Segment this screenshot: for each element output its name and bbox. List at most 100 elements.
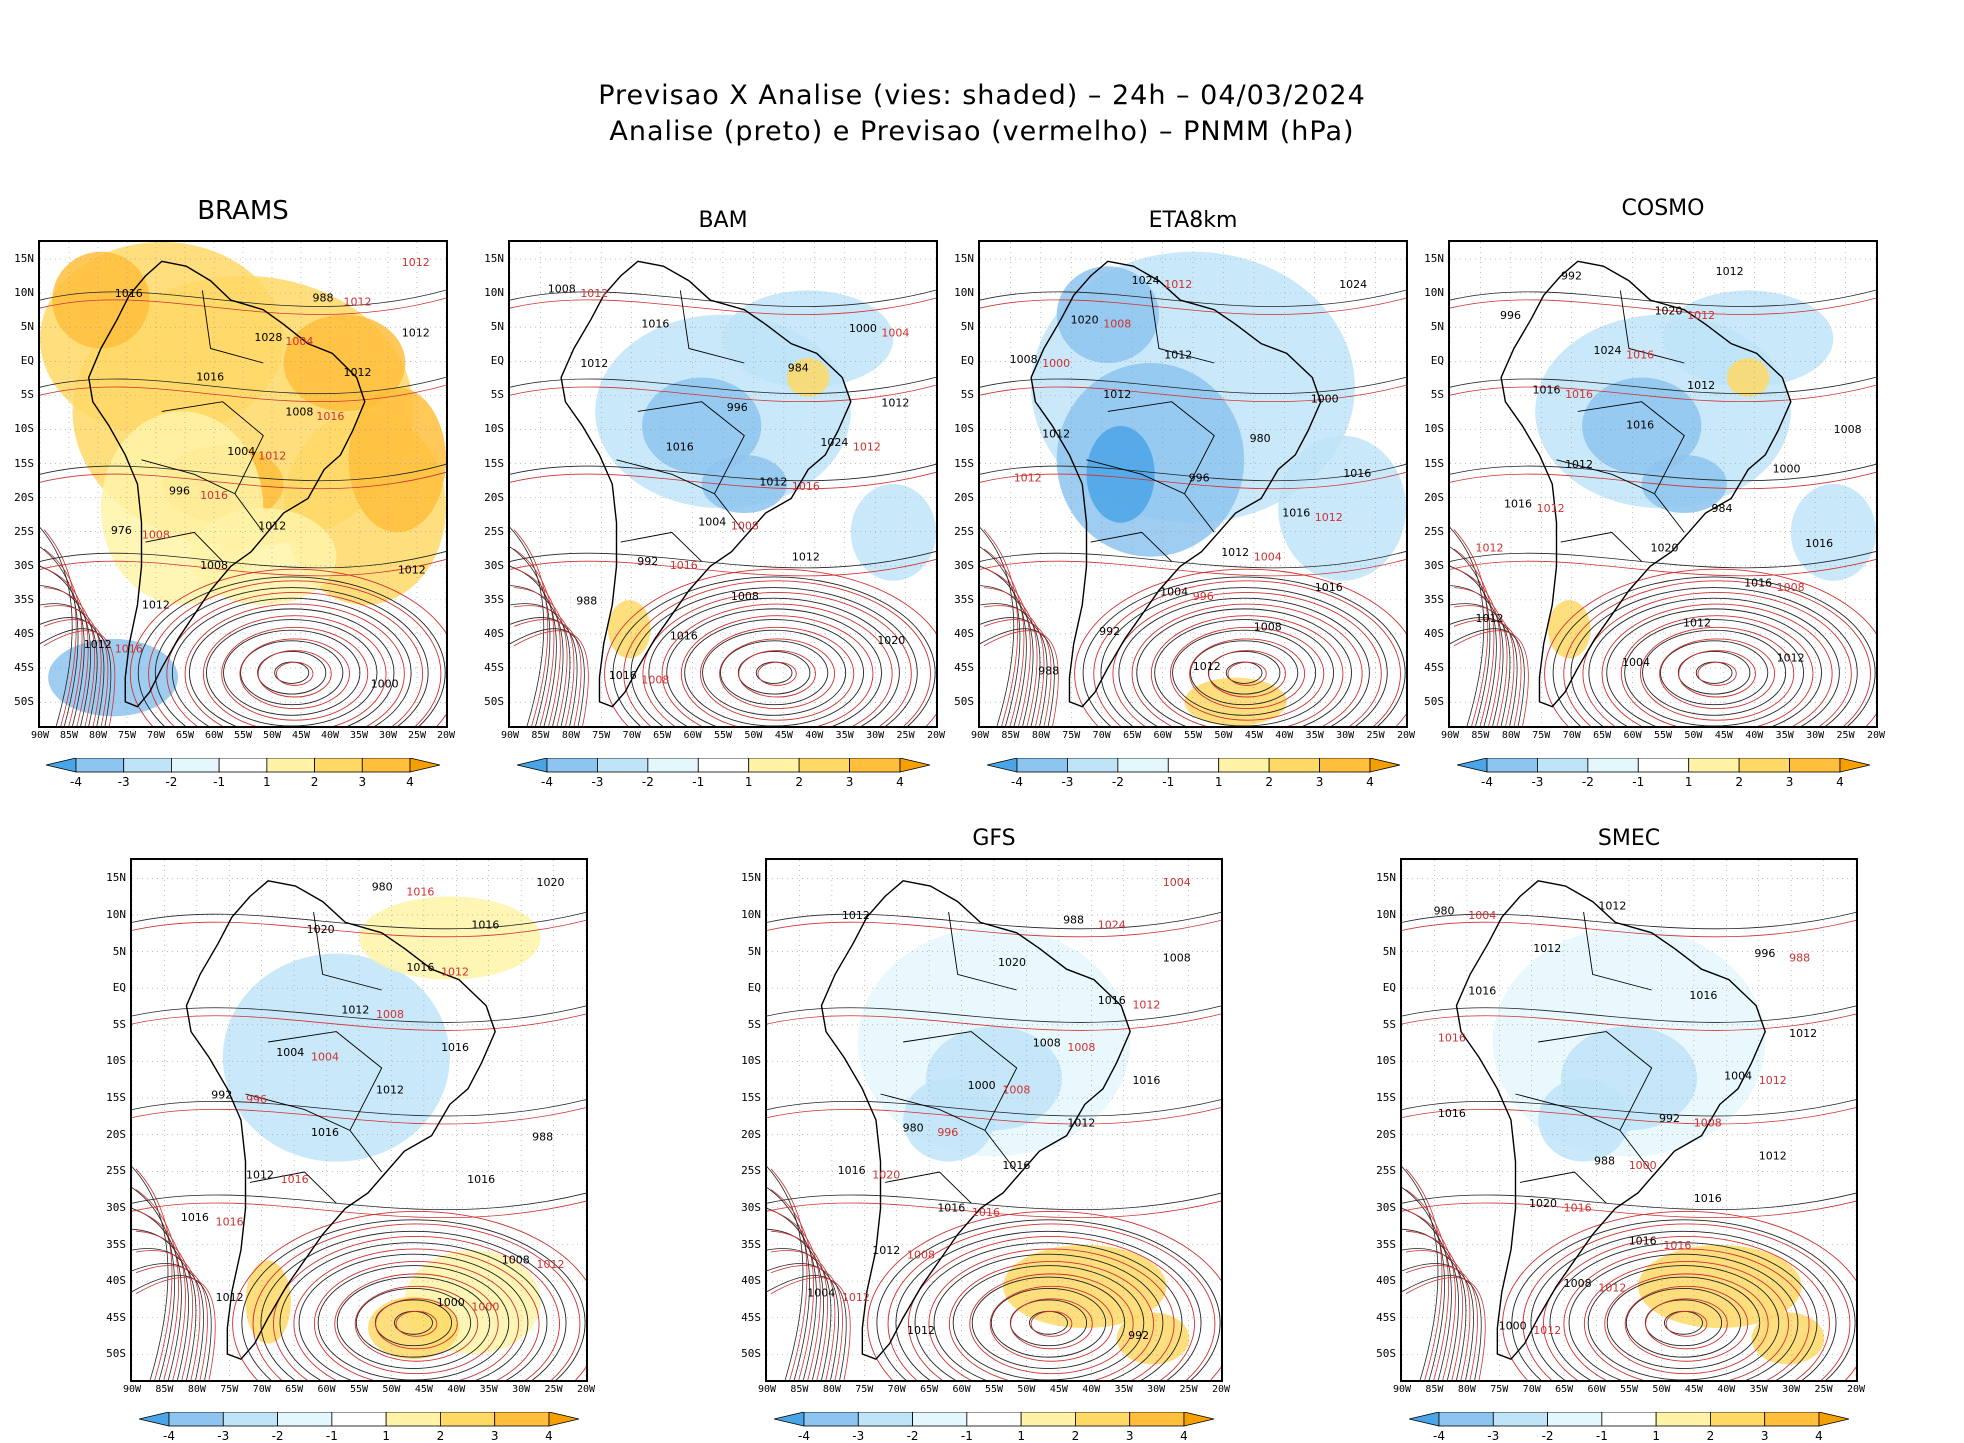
colorbar-segment <box>1486 757 1538 773</box>
lat-tick-label: 25S <box>14 524 34 538</box>
map-area: 1016 1012 1012 1008 1012 1016 1024 1016 1012 1008… <box>508 240 938 728</box>
colorbar-arrow-left <box>138 1411 170 1427</box>
lon-tick-label: 85W <box>790 1384 809 1395</box>
analysis-contour-label: 1008 <box>731 590 759 603</box>
analysis-isobar <box>895 1230 1202 1380</box>
country-border <box>1086 459 1215 533</box>
colorbar-segment <box>966 1411 1022 1427</box>
analysis-contour-label: 1012 <box>258 520 286 533</box>
analysis-contour-label: 1012 <box>872 1244 900 1257</box>
lat-tick-label: 45S <box>1376 1310 1396 1324</box>
analysis-contour-label: 1016 <box>670 629 698 642</box>
analysis-isobar <box>648 597 900 726</box>
lon-tick-label: 25W <box>1366 730 1385 741</box>
analysis-isobar <box>298 1253 529 1380</box>
panel-title: COSMO <box>1621 196 1705 221</box>
lat-tick-label: 10S <box>14 422 34 436</box>
lon-tick-label: 50W <box>382 1384 401 1395</box>
colorbar-tick-label: -4 <box>1433 1429 1445 1443</box>
analysis-isobar <box>702 629 847 716</box>
forecast-isobar <box>40 384 446 403</box>
analysis-contour-label: 1000 <box>968 1079 996 1092</box>
analysis-contour-label: 1020 <box>307 923 335 936</box>
colorbar-segment <box>222 1411 278 1427</box>
colorbar-segment <box>912 1411 968 1427</box>
analysis-contour-label: 1012 <box>376 1084 404 1097</box>
analysis-contour-label: 992 <box>637 555 658 568</box>
analysis-isobar <box>1450 376 1876 395</box>
forecast-isobar <box>928 1248 1175 1380</box>
colorbar-segment <box>1016 757 1068 773</box>
colorbar-arrow-left <box>45 757 77 773</box>
colorbar-tick-label: -2 <box>641 775 654 789</box>
analysis-isobar <box>1402 912 1856 930</box>
bias-shade <box>1056 266 1159 363</box>
analysis-isobar <box>132 912 586 930</box>
lon-tick-label: 85W <box>59 730 79 741</box>
lon-tick-label: 90W <box>500 730 520 741</box>
forecast-contour-label: 1008 <box>731 520 759 533</box>
country-border <box>268 1031 383 1131</box>
lon-tick-label: 35W <box>1305 730 1324 741</box>
forecast-isobar <box>202 615 387 726</box>
lon-tick-label: 80W <box>88 730 108 741</box>
lat-tick-label: 10S <box>1424 422 1444 436</box>
analysis-contour-label: 1008 <box>502 1253 530 1266</box>
lon-tick-label: 80W <box>187 1384 206 1395</box>
lon-tick-label: 75W <box>592 730 611 741</box>
forecast-isobar <box>135 1210 186 1380</box>
lon-tick-label: 25W <box>1836 730 1855 741</box>
coastline <box>87 260 366 708</box>
forecast-isobar <box>1659 638 1776 710</box>
analysis-contour-label: 996 <box>1500 309 1521 322</box>
bias-shade <box>1663 290 1834 388</box>
colorbar-tick-label: -1 <box>692 775 705 789</box>
analysis-contour-label: 1028 <box>254 331 282 344</box>
colorbar-segment <box>123 757 172 773</box>
forecast-contour-label: 1016 <box>281 1173 309 1186</box>
analysis-contour-label: 1000 <box>437 1296 465 1309</box>
forecast-isobar <box>135 1168 173 1380</box>
lat-tick-label: 15N <box>1376 871 1396 885</box>
panel-title: BAM <box>698 208 748 233</box>
analysis-contour-label: 984 <box>788 362 809 375</box>
lat-tick-label: 40S <box>1424 626 1444 640</box>
analysis-isobar <box>684 619 865 726</box>
lon-tick-label: 20W <box>576 1384 596 1395</box>
analysis-contour-label: 1020 <box>1655 305 1683 318</box>
bias-shade <box>1086 425 1155 523</box>
analysis-isobar <box>1402 1192 1856 1211</box>
colorbar-segment <box>1601 1411 1657 1427</box>
analysis-isobar <box>260 1230 567 1380</box>
analysis-isobar <box>1450 289 1876 307</box>
analysis-isobar <box>1172 629 1317 716</box>
lat-tick-label: 30S <box>106 1200 126 1214</box>
colorbar-tick-label: 2 <box>1071 1429 1080 1443</box>
lat-tick-label: 50S <box>484 695 504 709</box>
analysis-isobar <box>40 463 446 482</box>
colorbar-segment <box>1710 1411 1766 1427</box>
analysis-contour-label: 996 <box>1189 471 1210 484</box>
colorbar-tick-label: -1 <box>325 1429 338 1443</box>
colorbar-tick-label: -2 <box>1541 1429 1554 1443</box>
lon-tick-label: 45W <box>774 730 793 741</box>
lat-tick-label: 25S <box>741 1164 761 1178</box>
colorbar-tick-label: 3 <box>1125 1429 1134 1443</box>
map-svg: 1016101210121008101210121008101210041000… <box>40 242 446 726</box>
lat-tick-label: 35S <box>741 1237 761 1251</box>
analysis-contour-label: 996 <box>727 401 748 414</box>
forecast-isobar <box>1405 1168 1443 1380</box>
forecast-isobar <box>1453 605 1515 726</box>
lat-tick-label: 5N <box>1382 944 1396 958</box>
bias-shade <box>1751 1312 1825 1365</box>
lat-tick-label: 35S <box>14 592 34 606</box>
analysis-contour-label: 1016 <box>1282 506 1310 519</box>
lon-tick-label: 55W <box>349 1384 369 1395</box>
map-area: 1012 1012 1016 1012 1012 1012 1016 1020 1016 1024… <box>1448 240 1878 728</box>
analysis-contour-label: 1004 <box>276 1046 304 1059</box>
analysis-contour-label: 1000 <box>371 678 399 691</box>
analysis-contour-label: 980 <box>903 1121 924 1134</box>
analysis-contour-label: 1016 <box>196 370 224 383</box>
analysis-isobar <box>1136 608 1352 726</box>
colorbar <box>516 757 931 778</box>
